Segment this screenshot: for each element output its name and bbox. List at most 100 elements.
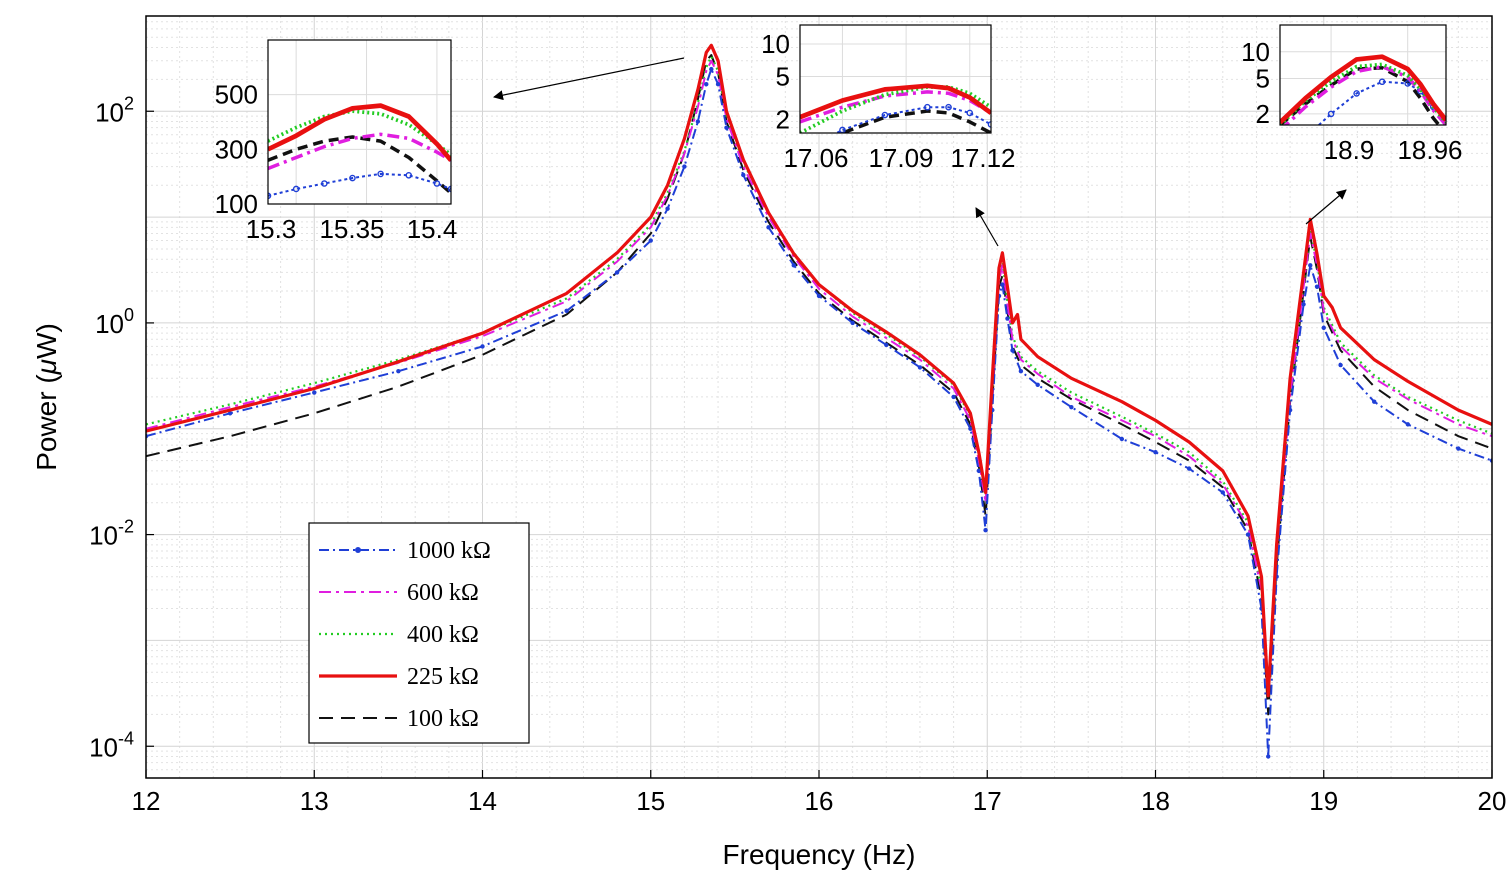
inset-1-y-tick-label: 100	[215, 189, 258, 219]
y-tick-base: 10	[95, 309, 124, 339]
inset-1-marker	[268, 192, 272, 200]
series-point-1000k	[1405, 422, 1411, 427]
x-tick-label: 12	[132, 786, 161, 816]
inset-1-curve-600k	[268, 132, 451, 171]
series-point-1000k	[791, 263, 796, 268]
series-line-225k	[146, 43, 1492, 698]
series-point-1000k	[480, 344, 485, 349]
inset-2-curve-100k	[838, 109, 991, 133]
x-tick-label: 18	[1141, 786, 1170, 816]
legend-box	[308, 522, 530, 744]
inset-2-curve-225k	[800, 83, 991, 120]
inset-2-y-tick-label: 10	[761, 29, 790, 59]
inset-3-marker	[1353, 90, 1360, 97]
x-axis-label: Frequency (Hz)	[723, 839, 916, 870]
x-tick-label: 14	[468, 786, 497, 816]
series-point-1000k	[1069, 404, 1074, 410]
series-point-1000k	[1301, 302, 1306, 307]
legend-label: 225 kΩ	[407, 664, 479, 690]
inset-2-frame	[799, 24, 992, 134]
x-tick-label: 20	[1478, 786, 1507, 816]
series-point-1000k	[1005, 316, 1010, 321]
inset-3: 18.9 18.96 2 510	[1241, 24, 1463, 165]
x-tick-label: 19	[1309, 786, 1338, 816]
series-point-1000k	[1000, 282, 1005, 287]
y-axis-label-unit: W)	[31, 323, 62, 359]
y-tick-label: 100	[95, 305, 134, 339]
inset-1-curve-400k	[268, 109, 451, 157]
inset-1: 15.3 15.35 15.4 100 300 500	[215, 39, 457, 244]
series-point-1000k	[983, 528, 988, 533]
legend: 1000 kΩ 600 kΩ 400 kΩ 225 kΩ 100 kΩ	[308, 522, 530, 744]
inset-2-marker	[924, 103, 931, 111]
series-point-1000k	[1456, 446, 1461, 451]
series-point-1000k	[1119, 436, 1125, 442]
y-tick-exponent: -2	[118, 517, 134, 537]
inset-1-marker	[349, 174, 356, 182]
series-point-1000k	[1321, 325, 1326, 330]
inset-1-marker	[433, 180, 441, 187]
series-point-1000k	[1308, 263, 1313, 268]
series-point-1000k	[884, 342, 889, 348]
series-point-1000k	[1314, 284, 1320, 289]
series-point-1000k	[766, 225, 771, 230]
legend-swatch-marker	[355, 547, 361, 553]
inset-3-y-tick-label: 10	[1241, 37, 1270, 67]
series-point-1000k	[1372, 399, 1377, 404]
series-point-1000k	[951, 394, 956, 400]
series-point-1000k	[917, 365, 923, 370]
series-point-1000k	[1010, 348, 1015, 353]
series-point-1000k	[709, 66, 714, 72]
inset-3-curves	[1280, 54, 1446, 125]
inset-1-curve-225k	[268, 103, 451, 162]
legend-label: 100 kΩ	[407, 706, 479, 732]
inset-1-y-tick-label: 500	[215, 80, 258, 110]
legend-label: 1000 kΩ	[407, 538, 491, 564]
x-tick-label: 17	[973, 786, 1002, 816]
series-point-1000k	[695, 119, 701, 124]
legend-label: 600 kΩ	[407, 580, 479, 606]
series-point-1000k	[682, 164, 687, 169]
y-tick-exponent: -4	[118, 728, 134, 748]
series-point-1000k	[1245, 532, 1251, 537]
y-tick-exponent: 0	[124, 305, 134, 325]
series-point-1000k	[227, 411, 233, 416]
y-tick-base: 10	[95, 97, 124, 127]
series-group	[146, 43, 1492, 759]
inset-1-marker	[321, 180, 328, 187]
series-point-1000k	[1018, 368, 1024, 374]
inset-3-y-tick-label: 2	[1256, 99, 1270, 129]
inset-3-marker	[1327, 110, 1335, 118]
inset-2-curve-600k	[800, 90, 991, 124]
series-point-1000k	[396, 368, 401, 374]
inset-2-x-tick-label: 17.06	[783, 143, 848, 173]
inset-3-marker	[1404, 80, 1411, 87]
inset-1-marker	[377, 170, 384, 178]
y-tick-label: 10-2	[89, 517, 134, 551]
inset-2-x-tick-label: 17.12	[950, 143, 1015, 173]
inset-2-curves	[800, 83, 991, 133]
inset-2-marker	[881, 111, 889, 119]
inset-1-marker	[292, 185, 300, 193]
inset-1-curve-100k	[268, 135, 451, 195]
series-point-1000k	[741, 172, 746, 178]
legend-label: 400 kΩ	[407, 622, 479, 648]
y-axis-label-mu: μ	[31, 359, 62, 375]
series-point-1000k	[564, 308, 569, 314]
inset-2-x-tick-label: 17.09	[868, 143, 933, 173]
inset-3-background	[1280, 25, 1446, 125]
y-axis-label-prefix: Power (	[31, 374, 62, 471]
inset-2-y-tick-label: 5	[776, 62, 790, 92]
series-point-1000k	[312, 390, 317, 395]
series-point-1000k	[704, 82, 709, 87]
series-point-1000k	[1186, 466, 1192, 471]
inset-1-x-tick-label: 15.35	[319, 214, 384, 244]
y-axis-label: Power (μW)	[31, 323, 62, 471]
inset-3-marker	[1378, 78, 1386, 86]
inset-3-curve-100k	[1280, 66, 1442, 125]
inset-1-marker	[405, 171, 413, 179]
series-point-1000k	[724, 125, 729, 130]
